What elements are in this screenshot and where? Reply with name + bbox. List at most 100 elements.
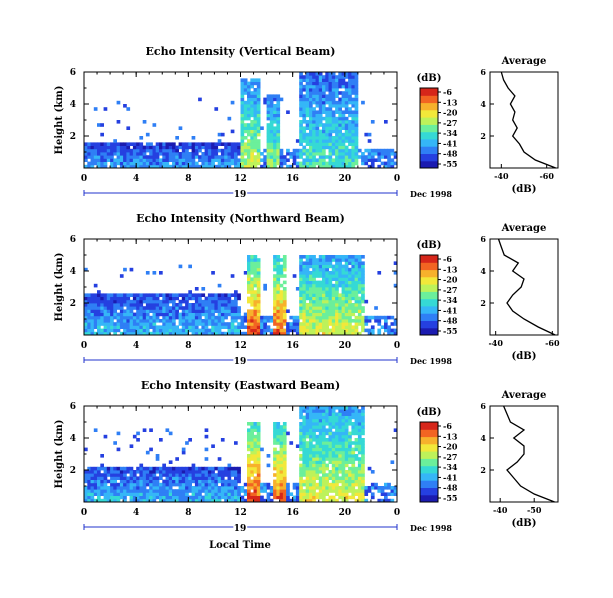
heatmap-cell <box>266 155 271 159</box>
heatmap-cell <box>299 470 303 474</box>
heatmap-cell <box>230 145 235 150</box>
heatmap-cell <box>87 315 91 320</box>
heatmap-cell <box>119 152 124 156</box>
heatmap-cell <box>247 479 251 484</box>
heatmap-cell <box>325 293 329 297</box>
heatmap-cell <box>220 161 225 166</box>
heatmap-cell <box>348 255 352 259</box>
heatmap-cell <box>348 412 352 416</box>
heatmap-cell <box>374 306 378 310</box>
heatmap-cell <box>305 264 310 269</box>
heatmap-cell <box>253 136 258 140</box>
heatmap-cell <box>302 299 307 304</box>
heatmap-cell <box>279 489 284 493</box>
heatmap-cell <box>305 495 310 500</box>
heatmap-cell <box>247 158 251 162</box>
heatmap-cell <box>188 470 192 474</box>
heatmap-cell <box>211 470 215 474</box>
heatmap-cell <box>338 116 342 121</box>
heatmap-cell <box>315 412 320 416</box>
heatmap-cell <box>145 319 150 323</box>
heatmap-cell <box>224 142 228 146</box>
heatmap-cell <box>322 322 326 326</box>
heatmap-cell <box>354 325 359 329</box>
heatmap-cell <box>198 303 202 307</box>
heatmap-cell <box>227 328 232 333</box>
heatmap-cell <box>211 492 215 496</box>
colorbar-tick-label: -20 <box>443 108 458 118</box>
heatmap-cell <box>341 479 346 484</box>
heatmap-cell <box>335 415 339 420</box>
heatmap-cell <box>318 78 323 82</box>
heatmap-cell <box>351 258 356 262</box>
heatmap-cell <box>110 476 114 480</box>
heatmap-cell <box>172 296 176 301</box>
heatmap-cell <box>338 441 342 445</box>
heatmap-cell <box>325 422 329 426</box>
heatmap-cell <box>110 466 114 471</box>
heatmap-cell <box>240 155 245 159</box>
heatmap-cell <box>250 312 254 317</box>
heatmap-cell <box>299 489 303 493</box>
heatmap-cell <box>309 78 313 82</box>
heatmap-cell <box>87 312 91 317</box>
heatmap-cell <box>253 271 258 275</box>
heatmap-cell <box>243 492 248 496</box>
heatmap-cell <box>315 312 320 317</box>
heatmap-cell <box>266 495 271 500</box>
heatmap-cell <box>194 473 199 477</box>
heatmap-cell <box>273 104 277 108</box>
colorbar: -6-13-20-27-34-41-48-55 <box>419 87 458 169</box>
heatmap-cell <box>331 418 336 423</box>
heatmap-cell <box>84 142 88 146</box>
heatmap-cell <box>315 148 320 153</box>
heatmap-cell <box>234 498 238 503</box>
heatmap-cell <box>328 412 333 416</box>
heatmap-cell <box>243 148 248 153</box>
heatmap-cell <box>119 476 124 480</box>
heatmap-cell <box>84 476 88 480</box>
heatmap-cell <box>393 271 398 275</box>
heatmap-cell <box>142 470 147 474</box>
heatmap-cell <box>247 255 251 259</box>
heatmap-cell <box>119 315 124 320</box>
heatmap-cell <box>240 136 245 140</box>
heatmap-cell <box>178 322 183 326</box>
heatmap-cell <box>282 489 287 493</box>
heatmap-cell <box>302 271 307 275</box>
heatmap-cell <box>152 315 157 320</box>
heatmap-cell <box>384 482 388 487</box>
heatmap-cell <box>299 495 303 500</box>
heatmap-cell <box>351 425 356 429</box>
heatmap-cell <box>331 322 336 326</box>
heatmap-cell <box>354 309 359 313</box>
heatmap-cell <box>354 261 359 265</box>
heatmap-cell <box>344 75 349 79</box>
heatmap-cell <box>149 315 153 320</box>
heatmap-cell <box>188 158 192 162</box>
heatmap-cell <box>348 164 352 169</box>
heatmap-cell <box>194 495 199 500</box>
heatmap-cell <box>256 110 261 114</box>
heatmap-cell <box>269 319 274 323</box>
heatmap-cell <box>168 158 173 162</box>
heatmap-cell <box>227 152 232 156</box>
heatmap-cell <box>240 81 245 86</box>
heatmap-cell <box>354 107 359 111</box>
heatmap-cell <box>253 290 258 294</box>
heatmap-cell <box>263 148 267 153</box>
heatmap-cell <box>279 482 284 487</box>
heatmap-cell <box>348 258 352 262</box>
heatmap-cell <box>155 457 160 461</box>
heatmap-cell <box>123 482 127 487</box>
heatmap-cell <box>165 155 170 159</box>
average-x-axis-label: (dB) <box>512 351 537 362</box>
heatmap-cell <box>341 431 346 436</box>
average-x-tick-label: -40 <box>488 338 503 348</box>
heatmap-cell <box>351 312 356 317</box>
heatmap-cell <box>247 486 251 490</box>
heatmap-cell <box>354 409 359 413</box>
heatmap-cell <box>322 498 326 503</box>
heatmap-cell <box>204 309 209 313</box>
heatmap-cell <box>136 489 140 493</box>
